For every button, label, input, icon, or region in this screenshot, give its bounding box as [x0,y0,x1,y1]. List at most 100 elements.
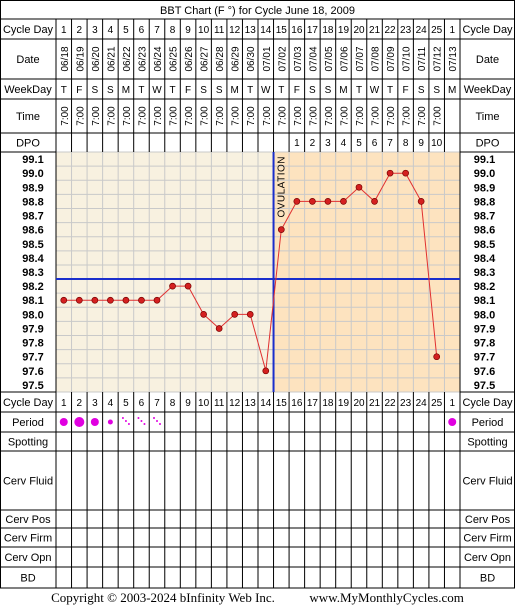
date-cell: 06/20 [91,46,102,71]
date-cell: 06/28 [215,46,226,71]
time-cell: 7:00 [386,106,397,126]
temperature-point [324,198,332,205]
cycle-day-label: Cycle Day [3,397,54,409]
y-tick-label: 97.6 [22,366,43,378]
cycle-day-cell: 19 [338,398,350,409]
cycle-day-cell: 1 [61,25,67,36]
y-tick-label: 98.0 [474,309,495,321]
bd-label: BD [480,573,495,585]
period-label: Period [12,417,44,429]
cycle-day-cell: 23 [400,25,412,36]
temperature-point [262,367,270,375]
period-marker [448,418,457,426]
cerv-pos-label: Cerv Pos [465,514,511,526]
weekday-cell: S [433,85,440,96]
date-cell: 06/29 [231,46,242,71]
temperature-point [200,311,207,318]
date-cell: 07/09 [386,46,397,71]
weekday-label: WeekDay [4,84,52,96]
cycle-day-cell: 25 [431,25,443,36]
weekday-cell: W [261,85,271,96]
temperature-point [60,296,68,304]
time-label: Time [475,111,499,123]
bd-label: BD [20,573,35,585]
cycle-day-cell: 12 [229,25,241,36]
weekday-cell: S [200,85,207,96]
weekday-cell: S [216,85,223,96]
y-tick-label: 97.9 [474,323,495,335]
cycle-day-cell: 9 [185,25,191,36]
temperature-point [340,198,347,205]
cycle-day-cell: 8 [170,398,176,409]
cycle-day-cell: 18 [322,25,334,36]
y-tick-label: 98.8 [22,196,43,208]
cycle-day-cell: 7 [154,25,160,36]
weekday-cell: M [448,85,456,96]
weekday-cell: S [107,85,114,96]
weekday-cell: T [169,85,175,96]
weekday-label: WeekDay [464,84,512,96]
temperature-point [355,183,363,191]
cycle-day-cell: 14 [260,398,272,409]
cycle-day-cell: 17 [307,25,319,36]
time-cell: 7:00 [215,106,226,126]
spotting-dot [140,420,143,422]
cycle-day-cell: 3 [92,25,98,36]
cycle-day-cell: 4 [108,398,114,409]
cycle-day-cell: 11 [214,398,225,409]
cycle-day-cell: 8 [170,25,176,36]
cycle-day-cell: 23 [400,398,412,409]
date-cell: 06/25 [169,46,180,71]
time-cell: 7:00 [153,106,164,126]
y-tick-label: 97.8 [474,338,495,350]
weekday-cell: T [247,85,253,96]
period-marker [90,418,99,426]
dpo-label: DPO [476,138,500,150]
period-marker [107,419,113,425]
weekday-cell: W [370,85,380,96]
temperature-point [169,282,176,290]
y-tick-label: 98.7 [22,211,43,223]
y-tick-label: 98.9 [22,182,43,194]
time-cell: 7:00 [75,106,86,126]
dpo-label: DPO [16,138,40,150]
cycle-day-label: Cycle Day [3,24,54,36]
weekday-cell: W [152,85,162,96]
cycle-day-cell: 25 [431,398,443,409]
date-cell: 06/27 [200,46,211,71]
copyright-text: Copyright © 2003-2024 bInfinity Web Inc. [51,590,275,605]
weekday-cell: S [309,85,316,96]
dpo-cell: 7 [387,138,393,149]
cerv-pos-label: Cerv Pos [5,514,51,526]
cycle-day-cell: 13 [245,398,257,409]
spotting-dot [156,420,158,422]
time-cell: 7:00 [371,106,382,126]
time-cell: 7:00 [262,106,273,126]
weekday-cell: F [294,85,300,96]
time-cell: 7:00 [246,106,257,126]
cycle-day-cell: 3 [92,398,98,409]
site-link[interactable]: www.MyMonthlyCycles.com [309,590,464,605]
time-cell: 7:00 [60,106,71,126]
y-tick-label: 98.4 [474,253,496,265]
date-cell: 06/23 [137,46,148,71]
bbt-chart: BBT Chart (F °) for Cycle June 18, 2009 C… [0,0,515,590]
temperature-point [107,296,114,304]
y-tick-label: 97.9 [22,323,43,335]
cycle-day-cell: 16 [291,25,303,36]
date-cell: 07/02 [277,46,288,71]
y-tick-label: 98.3 [22,267,43,279]
temperature-point [246,311,254,318]
y-tick-label: 98.5 [22,239,43,251]
weekday-cell: F [76,85,82,96]
temperature-point [184,282,192,290]
cycle-day-cell: 20 [353,25,365,36]
temperature-point [433,353,441,361]
cycle-day-cell: 6 [139,25,145,36]
time-cell: 7:00 [169,106,180,126]
spotting-label: Spotting [467,437,507,449]
cycle-day-cell: 9 [185,398,191,409]
cycle-day-label: Cycle Day [462,397,513,409]
date-cell: 06/24 [153,46,164,71]
y-tick-label: 98.1 [474,295,495,307]
